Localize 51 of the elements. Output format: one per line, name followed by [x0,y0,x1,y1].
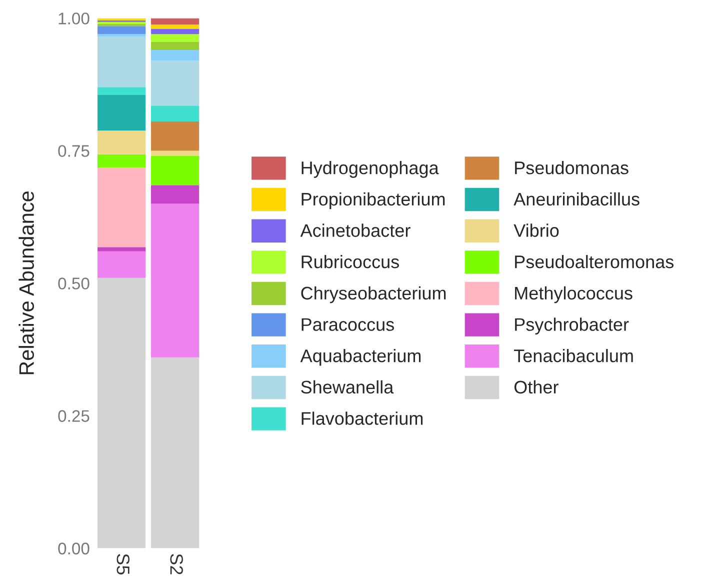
bar [98,87,146,96]
bar [150,18,200,25]
bar [150,42,200,50]
y-tick-label: 1.00 [58,12,90,24]
legend-label: Psychrobacter [515,318,629,334]
legend-label: Tenacibaculum [514,348,633,362]
legend-label: Other [514,380,558,394]
bar [150,156,200,186]
x-tick-label: S2 [170,554,183,574]
bar [150,122,200,151]
bar [150,50,200,61]
bar [150,28,200,34]
legend-label: Methylococcus [515,286,632,304]
y-tick-label: 0.50 [58,278,90,290]
bar [98,95,146,131]
bar [150,34,200,42]
bar [98,34,146,37]
y-tick-label: 0.25 [58,410,90,422]
bar [98,22,146,24]
legend-label: Rubricoccus [302,255,399,268]
legend-label: Chryseobacterium [301,286,446,304]
y-tick-label: 0.75 [58,145,90,157]
bar [150,204,200,358]
bar [98,154,146,168]
legend-label: Hydrogenophaga [302,161,439,178]
bar [150,106,200,122]
x-tick-label: S5 [116,554,130,574]
bar [98,26,146,34]
bar [98,36,146,88]
bar [98,168,146,248]
bar [98,247,146,252]
legend-label: Aquabacterium [300,348,421,366]
legend-label: Flavobacterium [302,412,423,425]
legend-label: Acinetobacter [300,224,410,237]
y-tick-label: 0.00 [58,542,90,554]
legend-label: Vibrio [514,224,559,237]
legend-label: Propionibacterium [302,192,445,210]
bar [150,24,200,29]
bar [150,150,200,156]
bar [98,251,146,278]
legend-label: Aneurinibacillus [514,192,640,206]
bar [150,185,200,204]
bar [98,278,146,548]
bar [150,60,200,106]
legend-label: Pseudoalteromonas [515,255,674,268]
legend-label: Shewanella [301,380,394,394]
bar [98,130,146,154]
bar [150,357,200,548]
y-axis-title: Relative Abundance [18,191,34,374]
legend-label: Paracoccus [302,318,394,331]
legend-label: Pseudomonas [515,161,628,174]
